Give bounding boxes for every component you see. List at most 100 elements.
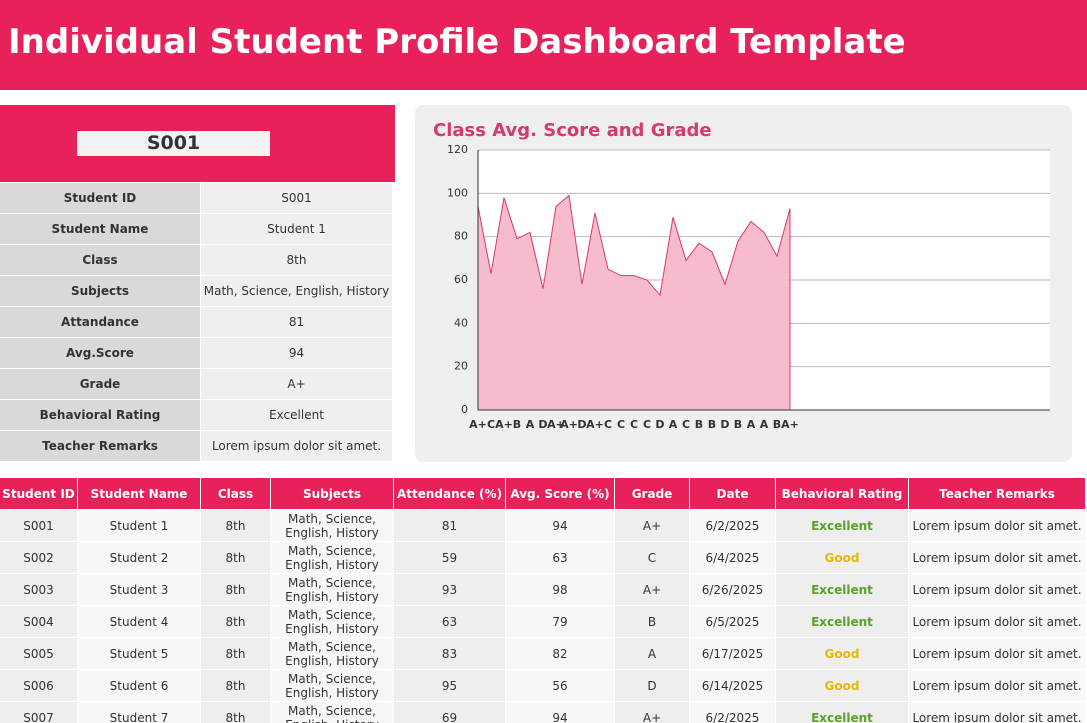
area — [477, 194, 791, 411]
field-value: A+ — [201, 369, 392, 399]
field-value: Excellent — [201, 400, 392, 430]
table-cell: 63 — [506, 542, 614, 573]
field-label: Student Name — [0, 214, 200, 244]
page-title: Individual Student Profile Dashboard Tem… — [8, 22, 906, 62]
field-value: S001 — [201, 183, 392, 213]
x-tick-label: A — [526, 418, 535, 431]
table-cell: 6/5/2025 — [690, 606, 775, 637]
x-tick-label: C — [682, 418, 690, 431]
table-header: Attendance (%) — [394, 478, 505, 509]
header-bar — [0, 0, 1087, 90]
table-cell: 6/2/2025 — [690, 510, 775, 541]
table-cell: Good — [776, 638, 908, 669]
table-cell: Student 5 — [78, 638, 200, 669]
y-tick-label: 60 — [454, 273, 468, 286]
table-cell: 94 — [506, 702, 614, 723]
y-tick-label: 0 — [461, 403, 468, 416]
x-tick-label: C — [617, 418, 625, 431]
x-tick-label: D — [538, 418, 547, 431]
table-cell: 8th — [201, 510, 270, 541]
field-label: Grade — [0, 369, 200, 399]
x-tick-label: A+ — [586, 418, 604, 431]
table-cell: 98 — [506, 574, 614, 605]
table-cell: Student 7 — [78, 702, 200, 723]
y-tick-label: 20 — [454, 360, 468, 373]
table-cell: 6/4/2025 — [690, 542, 775, 573]
x-tick-label: D — [577, 418, 586, 431]
x-tick-label: A+ — [495, 418, 513, 431]
x-tick-label: B — [708, 418, 716, 431]
table-cell: S006 — [0, 670, 77, 701]
table-cell: B — [615, 606, 689, 637]
x-tick-label: C — [643, 418, 651, 431]
table-cell: 8th — [201, 638, 270, 669]
x-tick-label: A+ — [469, 418, 487, 431]
field-label: Student ID — [0, 183, 200, 213]
table-cell: 63 — [394, 606, 505, 637]
field-label: Teacher Remarks — [0, 431, 200, 461]
table-cell: A+ — [615, 510, 689, 541]
table-header: Class — [201, 478, 270, 509]
x-tick-label: D — [720, 418, 729, 431]
table-header: Student ID — [0, 478, 77, 509]
student-selector[interactable]: S001 — [77, 131, 270, 156]
x-tick-label: C — [604, 418, 612, 431]
table-cell: Lorem ipsum dolor sit amet. — [909, 542, 1085, 573]
table-header: Behavioral Rating — [776, 478, 908, 509]
field-label: Subjects — [0, 276, 200, 306]
table-cell: Lorem ipsum dolor sit amet. — [909, 670, 1085, 701]
table-cell: 6/14/2025 — [690, 670, 775, 701]
table-cell: Excellent — [776, 606, 908, 637]
table-cell: 69 — [394, 702, 505, 723]
chart: Class Avg. Score and Grade 0 20 40 60 80 100 1… — [433, 120, 1050, 431]
table-cell: 79 — [506, 606, 614, 637]
table-header: Subjects — [271, 478, 393, 509]
table-cell: 8th — [201, 702, 270, 723]
table-cell: Excellent — [776, 702, 908, 723]
table-cell: Math, Science, English, History — [271, 638, 393, 669]
table-header: Avg. Score (%) — [506, 478, 614, 509]
field-value: 8th — [201, 245, 392, 275]
table-cell: Student 3 — [78, 574, 200, 605]
x-tick-label: B — [734, 418, 742, 431]
field-value: Lorem ipsum dolor sit amet. — [201, 431, 392, 461]
field-value: Student 1 — [201, 214, 392, 244]
field-label: Class — [0, 245, 200, 275]
x-tick-label: A — [747, 418, 756, 431]
table-cell: S005 — [0, 638, 77, 669]
table-cell: Student 4 — [78, 606, 200, 637]
y-tick-label: 120 — [447, 143, 468, 156]
table-cell: Math, Science, English, History — [271, 510, 393, 541]
table-cell: 81 — [394, 510, 505, 541]
table-header: Teacher Remarks — [909, 478, 1085, 509]
table-cell: Math, Science, English, History — [271, 702, 393, 723]
field-label: Attandance — [0, 307, 200, 337]
x-tick-label: A+ — [547, 418, 565, 431]
table-cell: Student 6 — [78, 670, 200, 701]
table-cell: Math, Science, English, History — [271, 542, 393, 573]
table-cell: 56 — [506, 670, 614, 701]
table-cell: 94 — [506, 510, 614, 541]
table-cell: 8th — [201, 670, 270, 701]
table-cell: 8th — [201, 542, 270, 573]
table-cell: Lorem ipsum dolor sit amet. — [909, 638, 1085, 669]
x-tick-label: B — [695, 418, 703, 431]
table-cell: Excellent — [776, 574, 908, 605]
table-header: Student Name — [78, 478, 200, 509]
table-cell: 6/17/2025 — [690, 638, 775, 669]
x-tick-label: A — [669, 418, 678, 431]
table-cell: Math, Science, English, History — [271, 670, 393, 701]
x-tick-label: B — [773, 418, 781, 431]
table-cell: Student 2 — [78, 542, 200, 573]
x-tick-label: C — [487, 418, 495, 431]
table-cell: Lorem ipsum dolor sit amet. — [909, 574, 1085, 605]
table-cell: 93 — [394, 574, 505, 605]
table-cell: Student 1 — [78, 510, 200, 541]
table-cell: Lorem ipsum dolor sit amet. — [909, 702, 1085, 723]
table-cell: 82 — [506, 638, 614, 669]
table-cell: Lorem ipsum dolor sit amet. — [909, 510, 1085, 541]
x-tick-label: C — [630, 418, 638, 431]
table-cell: A — [615, 638, 689, 669]
table-cell: S002 — [0, 542, 77, 573]
